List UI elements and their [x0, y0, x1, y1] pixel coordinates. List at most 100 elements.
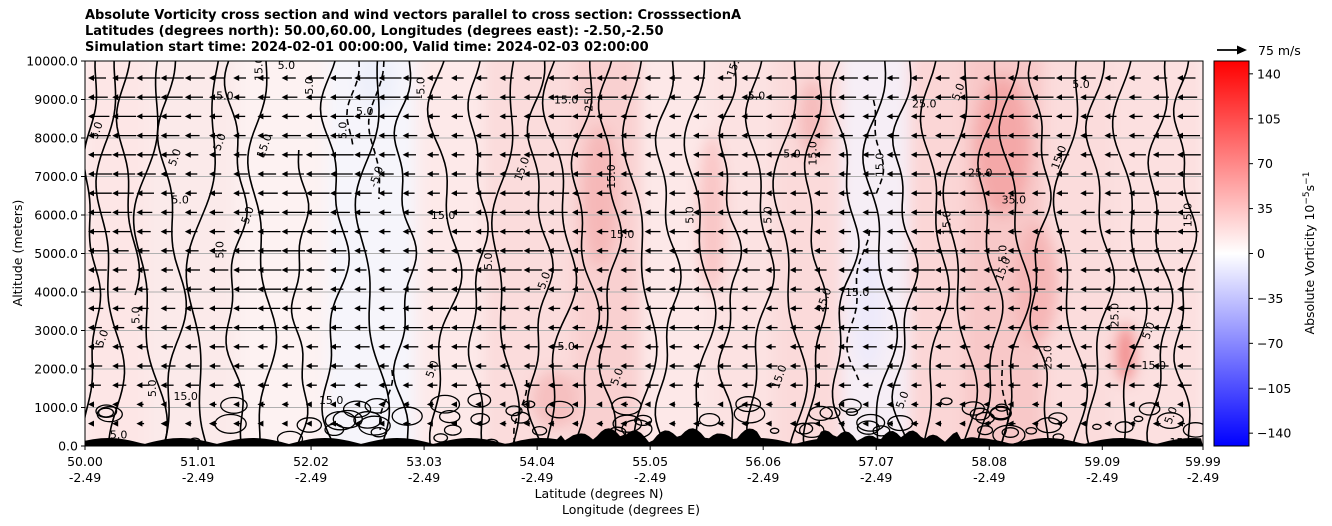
- wind-vector-head: [88, 113, 94, 120]
- wind-vector-head: [983, 132, 990, 139]
- wind-vector-head: [644, 343, 651, 350]
- wind-vector-head: [330, 382, 336, 389]
- wind-vector-head: [378, 151, 385, 158]
- wind-vector-head: [741, 171, 748, 177]
- wind-vector-head: [1104, 94, 1111, 101]
- wind-vector-head: [112, 363, 119, 369]
- wind-vector-head: [1007, 286, 1014, 293]
- wind-vector-head: [1128, 94, 1135, 101]
- wind-vector-head: [765, 151, 772, 158]
- wind-vector-head: [281, 363, 288, 369]
- contour-label: 15.0: [1142, 359, 1167, 372]
- wind-vector-head: [475, 171, 482, 177]
- wind-vector-head: [209, 209, 215, 216]
- wind-vector-head: [112, 94, 119, 101]
- wind-vector-head: [886, 382, 893, 389]
- wind-vector-head: [572, 94, 578, 101]
- wind-vector-head: [136, 228, 143, 235]
- wind-vector-head: [402, 382, 409, 389]
- contour-line: [433, 433, 449, 443]
- wind-vector-head: [1152, 151, 1159, 158]
- wind-vector-head: [959, 286, 966, 293]
- wind-vector-head: [1031, 75, 1038, 81]
- contour-label: 5.0: [535, 270, 553, 291]
- wind-vector-head: [910, 267, 917, 273]
- wind-vector-head: [910, 382, 917, 389]
- wind-vector-head: [1177, 113, 1183, 120]
- wind-vector-head: [644, 401, 651, 408]
- contour-line: [1182, 422, 1203, 438]
- wind-vector-head: [1152, 420, 1159, 427]
- wind-vector-head: [281, 113, 288, 120]
- wind-vector-head: [1007, 363, 1014, 369]
- wind-vector-head: [1128, 132, 1135, 139]
- wind-vector-head: [886, 132, 893, 139]
- wind-vector-head: [1177, 324, 1183, 331]
- wind-vectors: [88, 75, 1201, 427]
- wind-vector-head: [233, 267, 240, 273]
- wind-vector-head: [112, 132, 119, 139]
- wind-vector-head: [547, 343, 554, 350]
- colorbar-bar: [1213, 60, 1250, 447]
- wind-vector-head: [935, 267, 941, 273]
- wind-vector-head: [789, 209, 796, 216]
- wind-vector-head: [959, 343, 966, 350]
- y-axis: 0.0 1000.0 2000.0 3000.0 4000.0 5000.0 6000.0 7…: [26, 54, 85, 454]
- wind-vector-head: [499, 382, 506, 389]
- wind-vector-head: [209, 151, 215, 158]
- wind-vector-head: [378, 228, 385, 235]
- wind-vector-head: [886, 343, 893, 350]
- wind-vector-head: [499, 151, 506, 158]
- wind-vector-head: [281, 401, 288, 408]
- colorbar-tick-label: 35: [1257, 201, 1273, 216]
- wind-vector-head: [88, 267, 94, 273]
- wind-vector-head: [741, 247, 748, 254]
- wind-vector-head: [354, 420, 361, 427]
- wind-vector-head: [668, 209, 675, 216]
- wind-vector-head: [184, 171, 191, 177]
- contour-label: -5.0: [415, 77, 428, 98]
- wind-vector-head: [886, 401, 893, 408]
- wind-vector-head: [935, 363, 941, 369]
- wind-vector-head: [959, 113, 966, 120]
- wind-vector-head: [281, 228, 288, 235]
- x-tick-label-lat: 58.08: [971, 454, 1007, 469]
- wind-vector-head: [402, 132, 409, 139]
- wind-vector-head: [935, 132, 941, 139]
- contour-label: 5.0: [1162, 405, 1180, 426]
- contour-label: 5.0: [171, 194, 189, 207]
- wind-vector-head: [160, 382, 167, 389]
- wind-vector-head: [644, 363, 651, 369]
- wind-vector-head: [668, 132, 675, 139]
- terrain: [85, 428, 1203, 446]
- wind-vector-head: [354, 401, 361, 408]
- wind-vector-head: [160, 305, 167, 312]
- x-tick-label-lat: 50.00: [67, 454, 103, 469]
- wind-vector-head: [935, 171, 941, 177]
- wind-vector-head: [1177, 94, 1183, 101]
- wind-vector-head: [475, 343, 482, 350]
- wind-vector-head: [620, 113, 627, 120]
- wind-vector-head: [1056, 247, 1062, 254]
- wind-vector-head: [136, 190, 143, 197]
- contour-line: [940, 397, 953, 406]
- wind-vector-head: [620, 151, 627, 158]
- wind-vector-head: [741, 382, 748, 389]
- wind-vector-head: [305, 113, 312, 120]
- wind-vector-head: [1104, 420, 1111, 427]
- wind-vector-head: [838, 382, 845, 389]
- wind-vector-head: [475, 305, 482, 312]
- wind-vector-head: [814, 132, 820, 139]
- y-tick-label: 10000.0: [26, 54, 78, 69]
- wind-vector-head: [88, 401, 94, 408]
- wind-vector-head: [426, 286, 433, 293]
- contour-line: [772, 61, 809, 446]
- wind-vector-head: [814, 190, 820, 197]
- wind-vector-head: [959, 151, 966, 158]
- wind-vector-head: [862, 171, 869, 177]
- wind-vector-head: [523, 209, 530, 216]
- wind-vector-head: [426, 75, 433, 81]
- wind-vector-head: [596, 247, 603, 254]
- wind-vector-head: [717, 286, 724, 293]
- wind-vector-head: [886, 420, 893, 427]
